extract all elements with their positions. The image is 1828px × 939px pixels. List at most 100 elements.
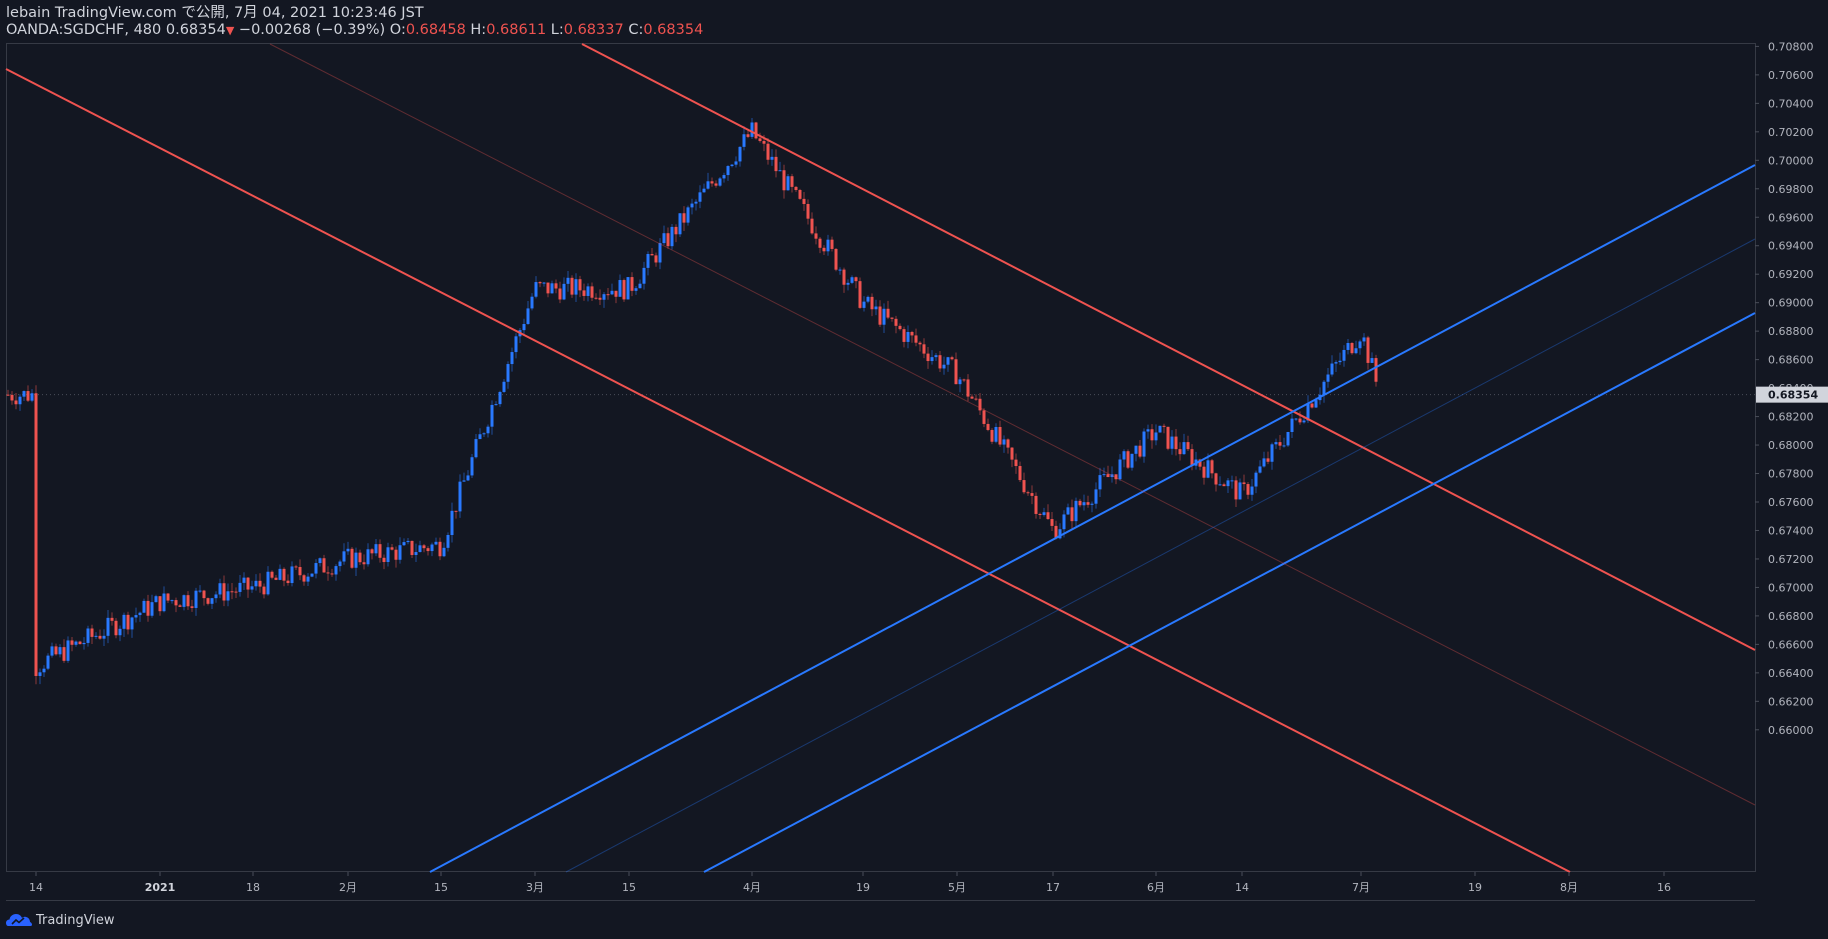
up-candle <box>254 580 258 587</box>
down-candle <box>62 647 66 661</box>
price-tick-label: 0.67000 <box>1768 581 1814 594</box>
price-tick-label: 0.70400 <box>1768 97 1814 110</box>
up-candle <box>46 655 50 669</box>
up-candle <box>194 590 198 608</box>
up-candle <box>1058 529 1062 539</box>
down-candle <box>622 280 626 300</box>
down-candle <box>814 233 818 239</box>
down-candle <box>990 429 994 442</box>
up-candle <box>698 192 702 202</box>
publish-info: lebain TradingView.com で公開, 7月 04, 2021 … <box>6 5 424 21</box>
low-value: 0.68337 <box>563 22 624 38</box>
down-candle <box>854 277 858 282</box>
up-candle <box>210 598 214 604</box>
down-candle <box>362 562 366 565</box>
up-candle <box>1118 459 1122 480</box>
down-candle <box>230 591 234 593</box>
down-candle <box>146 600 150 616</box>
down-candle <box>1234 480 1238 500</box>
up-candle <box>414 552 418 555</box>
up-candle <box>1122 451 1126 460</box>
trend-line[interactable] <box>581 43 1756 651</box>
price-axis[interactable]: 0.70800 0.70600 0.70400 0.70200 0.70000 0.698… <box>1755 40 1828 737</box>
last-price-badge <box>1756 386 1828 403</box>
up-candle <box>562 283 566 300</box>
up-candle <box>642 267 646 284</box>
price-change: −0.00268 (−0.39%) <box>238 22 386 38</box>
down-candle <box>178 605 182 607</box>
down-candle <box>10 394 14 401</box>
down-candle <box>986 423 990 430</box>
down-candle <box>790 176 794 187</box>
plot-frame <box>6 43 1756 872</box>
up-candle <box>1354 348 1358 354</box>
up-candle <box>354 552 358 568</box>
trend-line[interactable] <box>703 312 1756 873</box>
down-candle <box>970 396 974 399</box>
up-candle <box>1262 458 1266 467</box>
up-candle <box>1002 439 1006 445</box>
up-candle <box>82 642 86 645</box>
down-candle <box>1162 425 1166 427</box>
down-candle <box>834 248 838 270</box>
down-candle <box>1078 500 1082 506</box>
up-candle <box>514 336 518 353</box>
down-candle <box>262 586 266 595</box>
close-value: 0.68354 <box>643 22 704 38</box>
down-candle <box>1222 484 1226 487</box>
time-tick-label: 5月 <box>948 881 966 894</box>
tradingview-brand[interactable]: TradingView <box>6 910 115 930</box>
down-candle <box>918 342 922 345</box>
up-candle <box>706 181 710 189</box>
trend-line[interactable] <box>429 164 1756 873</box>
down-candle <box>186 595 190 607</box>
up-candle <box>122 614 126 629</box>
price-tick-label: 0.66800 <box>1768 610 1814 623</box>
candles <box>6 117 1378 685</box>
up-candle <box>530 296 534 309</box>
down-candle <box>270 571 274 578</box>
down-candle <box>258 580 262 587</box>
down-candle <box>326 572 330 574</box>
up-candle <box>1182 442 1186 455</box>
down-candle <box>222 583 226 601</box>
price-tick-label: 0.68000 <box>1768 439 1814 452</box>
time-tick-label: 17 <box>1046 881 1060 894</box>
up-candle <box>342 551 346 562</box>
down-candle <box>14 400 18 405</box>
down-candle <box>614 290 618 297</box>
channel-midline <box>565 238 1756 873</box>
price-tick-label: 0.69400 <box>1768 240 1814 253</box>
down-candle <box>1366 337 1370 363</box>
up-candle <box>466 475 470 481</box>
down-candle <box>774 156 778 172</box>
down-candle <box>1178 449 1182 455</box>
up-candle <box>154 596 158 603</box>
price-tick-label: 0.68600 <box>1768 354 1814 367</box>
trend-lines[interactable] <box>5 43 1756 873</box>
time-axis[interactable]: 14 2021 18 2月 15 3月 15 4月 19 5月 17 6月 14 7月 19 8月 16 <box>29 872 1671 894</box>
time-tick-label: 3月 <box>526 881 544 894</box>
up-candle <box>1270 444 1274 462</box>
time-tick-label: 6月 <box>1147 881 1165 894</box>
up-candle <box>198 590 202 592</box>
up-candle <box>1330 363 1334 375</box>
symbol-label[interactable]: OANDA:SGDCHF, 480 <box>6 22 162 38</box>
time-tick-label: 8月 <box>1560 881 1578 894</box>
up-candle <box>306 576 310 582</box>
up-candle <box>226 591 230 601</box>
up-candle <box>526 308 530 324</box>
close-label: C: <box>628 22 644 38</box>
down-candle <box>438 541 442 557</box>
up-candle <box>1250 486 1254 495</box>
up-candle <box>1302 420 1306 423</box>
down-candle <box>206 598 210 604</box>
trend-line[interactable] <box>5 68 1571 873</box>
up-candle <box>1358 341 1362 349</box>
down-candle <box>894 318 898 326</box>
down-candle <box>914 335 918 343</box>
down-candle <box>1010 447 1014 460</box>
up-candle <box>58 647 62 655</box>
up-candle <box>102 635 106 639</box>
